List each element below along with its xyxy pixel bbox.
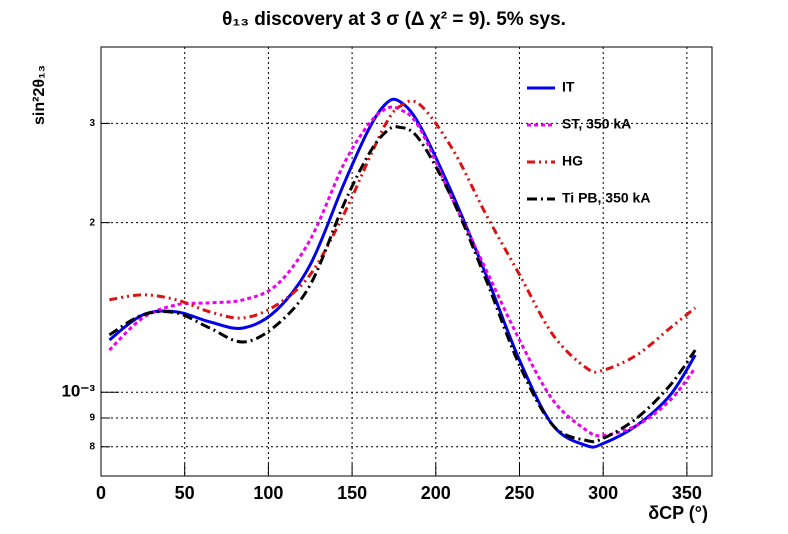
y-tick-label: 8 — [89, 441, 95, 452]
y-axis-label: sin²2θ₁₃ — [31, 65, 48, 125]
x-tick-label: 350 — [672, 483, 702, 503]
x-axis-label: δCP (°) — [648, 503, 708, 523]
chart-title: θ₁₃ discovery at 3 σ (Δ χ² = 9). 5% sys. — [222, 9, 566, 30]
y-tick-label: 3 — [89, 118, 95, 129]
x-tick-label: 250 — [504, 483, 534, 503]
series-line — [108, 125, 697, 444]
x-tick-label: 100 — [253, 483, 283, 503]
x-tick-label: 200 — [421, 483, 451, 503]
x-tick-label: 150 — [337, 483, 367, 503]
plot-frame — [100, 46, 713, 477]
y-tick-label: 10⁻³ — [61, 382, 95, 401]
legend-label: HG — [562, 153, 583, 169]
series-line — [108, 97, 697, 449]
x-tick-label: 50 — [175, 483, 195, 503]
series-line — [109, 99, 697, 374]
legend-label: Ti PB, 350 kA — [562, 190, 650, 206]
x-tick-label: 0 — [96, 483, 106, 503]
series-line — [108, 105, 697, 438]
legend-label: ST, 350 kA — [562, 116, 631, 132]
legend-label: IT — [562, 79, 575, 95]
x-tick-label: 300 — [588, 483, 618, 503]
y-tick-label: 9 — [89, 413, 95, 424]
y-tick-label: 2 — [89, 217, 95, 228]
